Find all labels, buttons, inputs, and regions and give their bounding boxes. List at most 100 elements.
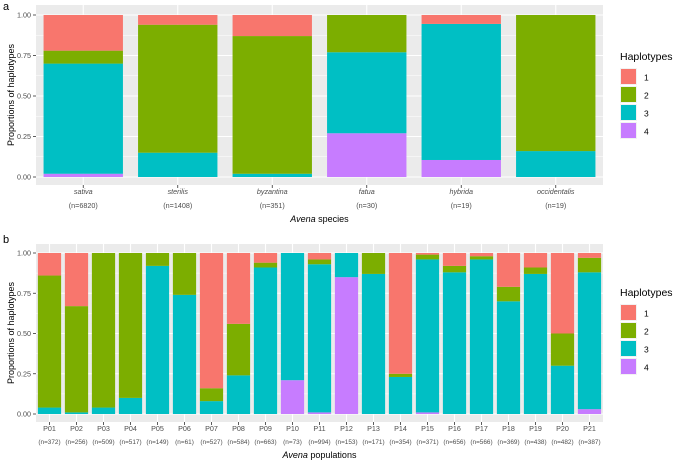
legend-swatch-4: [621, 123, 636, 138]
bar-segment-haplotype-2-P06: [172, 253, 197, 295]
x-tick-label-P19: P19: [529, 424, 542, 433]
x-tick-label-P02: P02: [70, 424, 83, 433]
bar-segment-haplotype-3-P12: [334, 253, 359, 278]
y-tick-label: 1.00: [17, 11, 31, 20]
bar-segment-haplotype-3-hybrida: [421, 23, 501, 160]
bar-segment-haplotype-3-P18: [496, 301, 521, 414]
x-tick-label-P15: P15: [421, 424, 434, 433]
x-tick-label-P03: P03: [97, 424, 110, 433]
bar-segment-haplotype-3-fatua: [327, 52, 407, 134]
bar-segment-haplotype-3-P02: [64, 412, 89, 414]
bar-segment-haplotype-2-P07: [199, 388, 224, 402]
panel-label: a: [3, 1, 10, 13]
bar-segment-haplotype-3-P08: [226, 375, 251, 414]
y-tick-label: 1.00: [17, 249, 31, 258]
bar-segment-haplotype-2-P16: [442, 265, 467, 273]
sample-size-label-sativa: (n=6820): [69, 201, 98, 210]
bar-segment-haplotype-4-P12: [334, 277, 359, 414]
y-axis-title: Proportions of haplotypes: [6, 281, 16, 384]
x-tick-label-byzantina: byzantina: [257, 187, 288, 196]
x-tick-label-P12: P12: [340, 424, 353, 433]
sample-size-label-P11: (n=994): [308, 439, 330, 446]
sample-size-label-P20: (n=482): [551, 439, 573, 446]
sample-size-label-hybrida: (n=19): [451, 201, 472, 210]
y-tick-label: 0.25: [17, 369, 31, 378]
sample-size-label-P08: (n=584): [227, 439, 249, 446]
bar-segment-haplotype-1-P18: [496, 253, 521, 287]
bar-segment-haplotype-3-P10: [280, 253, 305, 381]
bar-segment-haplotype-3-P01: [37, 407, 62, 414]
bar-segment-haplotype-4-hybrida: [421, 159, 501, 177]
x-axis-title: Avena species: [289, 214, 349, 224]
sample-size-label-P02: (n=256): [65, 439, 87, 446]
bar-segment-haplotype-2-sativa: [43, 50, 123, 64]
y-tick-label: 0.75: [17, 289, 31, 298]
legend-swatch-3: [621, 105, 636, 120]
x-tick-label-P04: P04: [124, 424, 137, 433]
bar-segment-haplotype-2-byzantina: [232, 36, 312, 174]
bar-segment-haplotype-3-P19: [523, 273, 548, 414]
sample-size-label-P16: (n=656): [443, 439, 465, 446]
chart-panel-b: b 0.00 0.25 0.50 0.75 1.00 Proportions of hapl…: [3, 234, 673, 460]
x-tick-label-P08: P08: [232, 424, 245, 433]
sample-size-label-sterilis: (n=1408): [163, 201, 192, 210]
bar-segment-haplotype-1-P14: [388, 253, 413, 374]
x-tick-label-P05: P05: [151, 424, 164, 433]
sample-size-label-P14: (n=354): [389, 439, 411, 446]
x-tick-label-fatua: fatua: [359, 187, 375, 196]
legend: Haplotypes 1 2 3 4: [620, 287, 673, 375]
bar-segment-haplotype-3-P21: [577, 272, 602, 410]
sample-size-label-occidentalis: (n=19): [545, 201, 566, 210]
bar-segment-haplotype-2-P08: [226, 323, 251, 376]
bar-segment-haplotype-2-P13: [361, 253, 386, 274]
x-tick-label-P07: P07: [205, 424, 218, 433]
bar-segment-haplotype-3-P09: [253, 267, 278, 414]
legend-label-3: 3: [644, 345, 649, 355]
bar-segment-haplotype-4-P10: [280, 380, 305, 414]
bar-segment-haplotype-3-P17: [469, 259, 494, 414]
bar-segment-haplotype-3-P15: [415, 259, 440, 413]
sample-size-label-byzantina: (n=351): [260, 201, 285, 210]
x-tick-label-P01: P01: [43, 424, 56, 433]
bar-segment-haplotype-1-P11: [307, 253, 332, 260]
bar-segment-haplotype-1-P02: [64, 253, 89, 307]
x-tick-label-hybrida: hybrida: [449, 187, 473, 196]
legend-label-3: 3: [644, 109, 649, 119]
bar-segment-haplotype-2-P19: [523, 267, 548, 274]
y-tick-label: 0.50: [17, 92, 31, 101]
x-tick-label-P18: P18: [502, 424, 515, 433]
legend-swatch-2: [621, 323, 636, 338]
y-axis-title: Proportions of haplotypes: [6, 43, 16, 146]
sample-size-label-P10: (n=73): [283, 439, 302, 446]
x-axis-title-rest: populations: [308, 450, 357, 460]
x-tick-label-P10: P10: [286, 424, 299, 433]
bar-segment-haplotype-1-P09: [253, 253, 278, 263]
bar-segment-haplotype-1-P20: [550, 253, 575, 334]
x-axis-title-genus: Avena: [289, 214, 315, 224]
legend-swatch-1: [621, 305, 636, 320]
bar-segment-haplotype-3-P11: [307, 264, 332, 413]
bar-segment-haplotype-2-P11: [307, 259, 332, 265]
bar-segment-haplotype-2-P20: [550, 333, 575, 366]
bar-segment-haplotype-1-P21: [577, 253, 602, 258]
bar-segment-haplotype-3-P03: [91, 407, 116, 414]
chart-panel-a: a 0.00 0.25 0.50 0.75 1.00 Proportions of hapl…: [3, 1, 673, 224]
bar-segment-haplotype-1-hybrida: [421, 15, 501, 24]
x-tick-label-occidentalis: occidentalis: [537, 187, 575, 196]
x-axis-title-genus: Avena: [282, 450, 308, 460]
bar-segment-haplotype-1-sterilis: [138, 15, 218, 25]
sample-size-label-P01: (n=372): [38, 439, 60, 446]
bar-segment-haplotype-3-sativa: [43, 63, 123, 174]
bar-segment-haplotype-1-P07: [199, 253, 224, 389]
sample-size-label-P04: (n=517): [119, 439, 141, 446]
sample-size-label-P07: (n=527): [200, 439, 222, 446]
sample-size-label-P18: (n=369): [497, 439, 519, 446]
bar-segment-haplotype-2-P01: [37, 275, 62, 408]
bar-segment-haplotype-1-P08: [226, 253, 251, 324]
bar-segment-haplotype-1-P17: [469, 253, 494, 257]
bar-segment-haplotype-4-P21: [577, 409, 602, 414]
legend-label-1: 1: [644, 309, 649, 319]
sample-size-label-P12: (n=153): [335, 439, 357, 446]
x-tick-label-P17: P17: [475, 424, 488, 433]
bar-segment-haplotype-2-P21: [577, 257, 602, 273]
